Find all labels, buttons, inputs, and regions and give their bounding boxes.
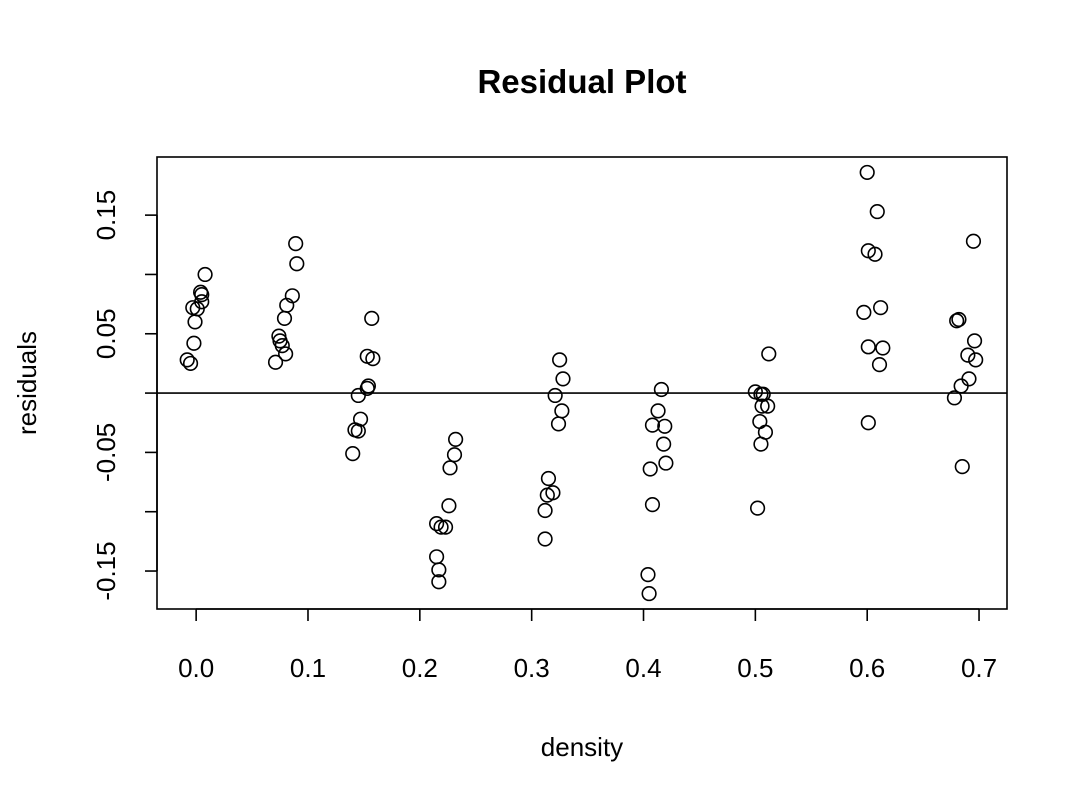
- data-point: [754, 398, 770, 414]
- x-tick-label: 0.3: [514, 653, 550, 683]
- x-tick-label: 0.7: [961, 653, 997, 683]
- data-point: [365, 351, 381, 367]
- data-point: [345, 445, 361, 462]
- data-point: [656, 436, 672, 452]
- data-point: [431, 574, 447, 590]
- data-point: [442, 460, 458, 476]
- data-point: [873, 300, 889, 316]
- x-tick-label: 0.5: [737, 653, 773, 683]
- data-point: [968, 352, 984, 368]
- data-point: [871, 357, 888, 373]
- data-point: [550, 416, 567, 432]
- y-axis-label: residuals: [12, 331, 42, 435]
- data-point: [757, 424, 774, 440]
- data-point: [860, 415, 876, 431]
- data-point: [179, 352, 195, 368]
- data-point: [278, 346, 294, 362]
- y-tick-label: 0.05: [91, 308, 121, 359]
- data-point: [437, 519, 454, 535]
- data-point: [187, 314, 203, 330]
- x-axis-label: density: [541, 732, 623, 762]
- data-point: [658, 455, 674, 471]
- data-point: [960, 347, 976, 363]
- data-point: [276, 310, 293, 326]
- data-point: [760, 398, 776, 414]
- data-point: [953, 378, 969, 394]
- data-point: [186, 335, 202, 351]
- data-point: [856, 304, 872, 321]
- data-point: [429, 549, 445, 565]
- data-point: [641, 585, 657, 602]
- data-point: [433, 519, 449, 535]
- data-point: [644, 497, 661, 513]
- x-tick-label: 0.2: [402, 653, 438, 683]
- data-point: [859, 164, 875, 181]
- data-point: [448, 431, 464, 447]
- data-point: [650, 403, 666, 419]
- data-point: [552, 352, 568, 368]
- data-point: [429, 515, 445, 532]
- data-point: [951, 311, 967, 328]
- data-point: [194, 294, 210, 310]
- data-point: [867, 246, 883, 262]
- x-tick-label: 0.4: [625, 653, 661, 683]
- data-point: [965, 233, 982, 249]
- data-point: [642, 461, 658, 477]
- plot-frame: [156, 156, 1008, 610]
- data-point: [761, 346, 777, 362]
- y-tick-label: 0.15: [91, 190, 121, 241]
- data-point: [540, 470, 557, 487]
- data-point: [961, 371, 977, 387]
- data-point: [749, 500, 766, 516]
- x-axis: 0.0 0.1 0.2 0.3 0.4 0.5 0.6 0.7: [178, 608, 997, 683]
- data-point: [875, 340, 891, 356]
- data-point: [197, 266, 213, 283]
- data-point: [446, 447, 463, 463]
- data-point: [267, 354, 284, 370]
- data-point: [182, 355, 199, 372]
- data-point: [653, 381, 670, 398]
- data-point: [352, 411, 369, 427]
- data-point: [860, 339, 876, 355]
- data-point: [274, 338, 290, 354]
- data-point: [640, 566, 656, 583]
- data-point: [360, 378, 376, 394]
- data-point: [644, 417, 661, 433]
- x-tick-label: 0.6: [849, 653, 885, 683]
- data-point: [954, 459, 970, 475]
- y-axis: -0.15 -0.05 0.05 0.15: [91, 190, 158, 601]
- data-point: [431, 562, 447, 578]
- data-point: [545, 485, 561, 501]
- data-point: [547, 387, 563, 404]
- data-point: [537, 502, 553, 519]
- y-tick-label: -0.15: [91, 541, 121, 600]
- data-point: [946, 390, 963, 406]
- x-tick-label: 0.1: [290, 653, 326, 683]
- data-point: [350, 423, 366, 439]
- data-point: [288, 236, 304, 252]
- data-point: [554, 403, 570, 419]
- data-point: [364, 310, 380, 326]
- data-point: [289, 256, 305, 272]
- data-point: [752, 413, 768, 430]
- data-point: [657, 418, 673, 434]
- chart-title: Residual Plot: [477, 63, 686, 100]
- y-tick-label: -0.05: [91, 423, 121, 482]
- data-point: [555, 371, 571, 387]
- data-point: [194, 287, 210, 303]
- data-point: [284, 288, 300, 304]
- data-point: [869, 203, 885, 220]
- data-points: [179, 164, 984, 602]
- x-tick-label: 0.0: [178, 653, 214, 683]
- data-point: [441, 498, 457, 514]
- data-point: [966, 333, 983, 349]
- data-point: [537, 531, 553, 547]
